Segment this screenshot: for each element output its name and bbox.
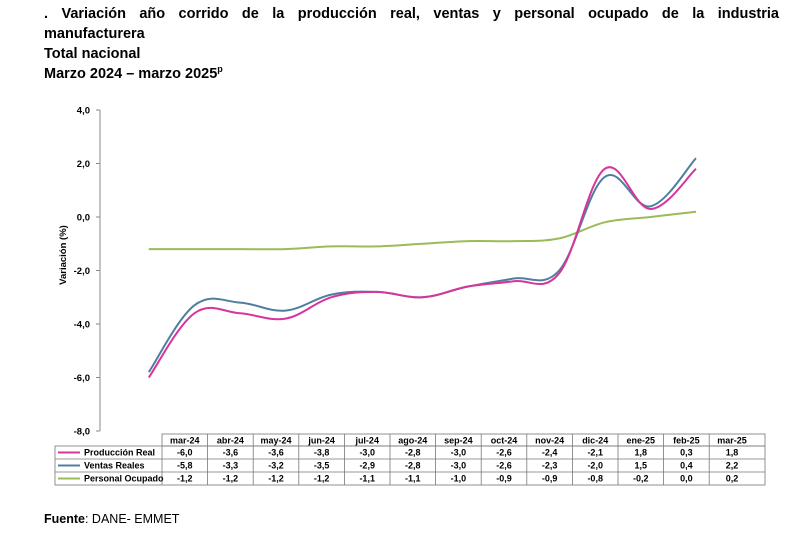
chart-title: . Variación año corrido de la producción… — [44, 4, 779, 84]
data-value-label: -3,8 — [314, 448, 330, 458]
data-value-label: 0,4 — [680, 461, 693, 471]
data-value-label: 1,8 — [726, 448, 739, 458]
x-category-label: mar-25 — [717, 436, 747, 446]
legend-series-name: Ventas Reales — [84, 461, 145, 471]
x-category-label: feb-25 — [673, 436, 700, 446]
data-value-label: -5,8 — [177, 461, 193, 471]
x-category-label: oct-24 — [491, 436, 518, 446]
data-value-label: -0,9 — [496, 474, 512, 484]
data-value-label: 0,2 — [726, 474, 739, 484]
source-note: Fuente: DANE- EMMET — [44, 512, 179, 526]
data-value-label: -1,1 — [359, 474, 375, 484]
title-period: Marzo 2024 – marzo 2025 — [44, 66, 218, 82]
y-tick-label: -2,0 — [74, 266, 90, 277]
source-text: : DANE- EMMET — [84, 512, 180, 526]
x-category-label: dic-24 — [582, 436, 608, 446]
title-prefix: . — [44, 6, 49, 22]
data-value-label: -3,6 — [268, 448, 284, 458]
series-line-ventas-reales — [147, 157, 697, 373]
data-value-label: -2,6 — [496, 448, 512, 458]
data-value-label: 1,8 — [635, 448, 648, 458]
data-value-label: -3,3 — [223, 461, 239, 471]
x-category-label: mar-24 — [170, 436, 200, 446]
data-value-label: -2,9 — [359, 461, 375, 471]
source-label: Fuente — [44, 512, 85, 526]
data-value-label: -3,2 — [268, 461, 284, 471]
y-tick-label: -8,0 — [74, 427, 90, 438]
legend-series-name: Personal Ocupado — [84, 474, 164, 484]
data-value-label: -1,2 — [177, 474, 193, 484]
y-tick-label: -4,0 — [74, 320, 90, 331]
data-value-label: -2,8 — [405, 461, 421, 471]
title-line-1: . Variación año corrido de la producción… — [44, 4, 779, 24]
data-value-label: -0,9 — [542, 474, 558, 484]
data-value-label: -2,0 — [587, 461, 603, 471]
x-category-label: ago-24 — [398, 436, 427, 446]
title-line-2: manufacturera — [44, 26, 145, 42]
data-value-label: -0,2 — [633, 474, 649, 484]
y-tick-label: -6,0 — [74, 373, 90, 384]
y-tick-label: 2,0 — [77, 159, 90, 170]
data-value-label: -1,2 — [223, 474, 239, 484]
data-value-label: 2,2 — [726, 461, 739, 471]
data-value-label: -1,2 — [268, 474, 284, 484]
chart-lines — [147, 157, 697, 379]
x-category-label: sep-24 — [444, 436, 473, 446]
data-value-label: -2,4 — [542, 448, 558, 458]
y-tick-label: 0,0 — [77, 213, 90, 224]
data-value-label: -1,2 — [314, 474, 330, 484]
legend-series-name: Producción Real — [84, 448, 155, 458]
data-value-label: -3,0 — [451, 448, 467, 458]
data-value-label: -1,1 — [405, 474, 421, 484]
x-category-label: ene-25 — [627, 436, 656, 446]
table-body-border — [54, 445, 766, 486]
x-category-label: jul-24 — [354, 436, 379, 446]
data-value-label: -1,0 — [451, 474, 467, 484]
data-value-label: -3,0 — [359, 448, 375, 458]
data-value-label: -3,6 — [223, 448, 239, 458]
series-line-personal-ocupado — [148, 210, 697, 251]
x-category-label: nov-24 — [535, 436, 564, 446]
data-value-label: 0,3 — [680, 448, 693, 458]
title-provisional-mark: p — [217, 64, 223, 75]
x-category-label: jun-24 — [307, 436, 335, 446]
x-category-label: may-24 — [260, 436, 291, 446]
chart-axes: 4,0 2,0 0,0 -2,0 -4,0 -6,0 -8,0 Variación (%) — [58, 106, 101, 438]
data-value-label: -3,5 — [314, 461, 330, 471]
title-line-3: Total nacional — [44, 46, 141, 62]
y-tick-label: 4,0 — [77, 106, 90, 117]
series-line-producción-real — [147, 166, 697, 379]
data-value-label: -0,8 — [587, 474, 603, 484]
data-value-label: 0,0 — [680, 474, 693, 484]
data-value-label: -3,0 — [451, 461, 467, 471]
data-value-label: -6,0 — [177, 448, 193, 458]
title-text: Variación año corrido de la producción r… — [61, 6, 779, 22]
data-value-label: -2,6 — [496, 461, 512, 471]
y-axis-title: Variación (%) — [58, 225, 69, 285]
data-value-label: 1,5 — [635, 461, 648, 471]
data-table: mar-24 abr-24 may-24 jun-24 jul-24 ago-24 sep-… — [54, 433, 766, 486]
title-line-4: Marzo 2024 – marzo 2025p — [44, 64, 779, 84]
data-value-label: -2,1 — [587, 448, 603, 458]
data-value-label: -2,8 — [405, 448, 421, 458]
data-value-label: -2,3 — [542, 461, 558, 471]
x-category-label: abr-24 — [217, 436, 244, 446]
